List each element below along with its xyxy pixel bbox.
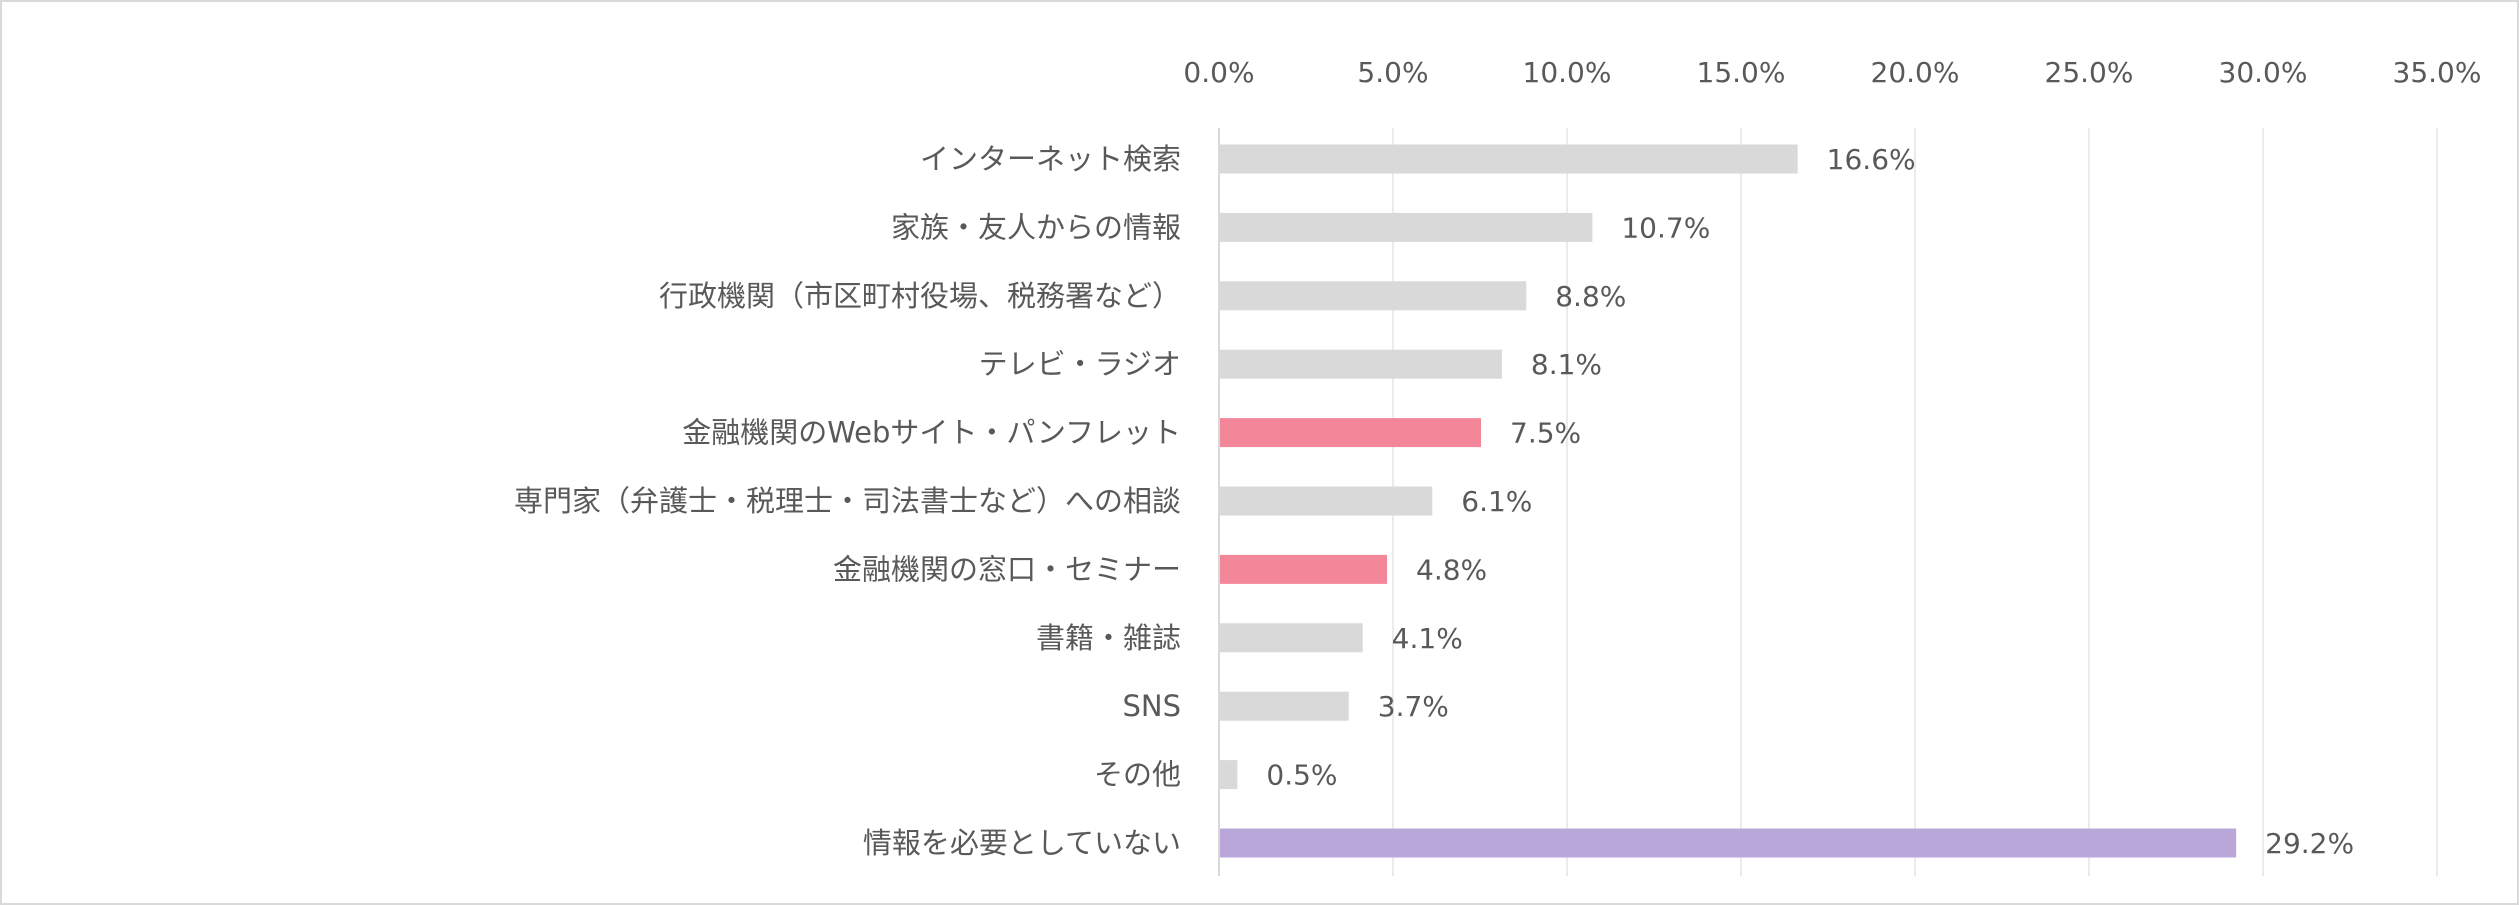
x-tick-label: 15.0%	[1697, 56, 1786, 89]
data-label: 16.6%	[1827, 143, 1916, 176]
bar	[1220, 691, 1349, 721]
data-label: 29.2%	[2265, 827, 2354, 860]
x-tick-label: 0.0%	[1183, 56, 1254, 89]
category-label: その他	[1094, 758, 1181, 792]
category-label: インターネット検索	[920, 142, 1181, 176]
category-label: 金融機関の窓口・セミナー	[833, 552, 1181, 586]
bar	[1220, 212, 1593, 242]
data-label: 4.8%	[1416, 553, 1487, 586]
x-tick-label: 25.0%	[2045, 56, 2134, 89]
x-tick-label: 5.0%	[1357, 56, 1428, 89]
x-tick-label: 35.0%	[2393, 56, 2482, 89]
bar	[1220, 623, 1363, 653]
data-label: 7.5%	[1510, 417, 1581, 450]
category-label: 書籍・雑誌	[1036, 621, 1181, 655]
data-label: 3.7%	[1378, 690, 1449, 723]
data-label: 8.1%	[1531, 348, 1602, 381]
category-label: 家族・友人からの情報	[891, 210, 1181, 244]
bar	[1220, 281, 1527, 311]
bar	[1220, 486, 1433, 516]
category-label: 金融機関のWebサイト・パンフレット	[682, 416, 1181, 450]
x-tick-label: 30.0%	[2219, 56, 2308, 89]
x-tick-label: 20.0%	[1871, 56, 1960, 89]
bar	[1220, 554, 1388, 584]
bar	[1220, 828, 2237, 858]
category-label: 情報を必要としていない	[863, 826, 1181, 860]
data-label: 0.5%	[1266, 759, 1337, 792]
data-label: 8.8%	[1555, 280, 1626, 313]
bar	[1220, 349, 1502, 379]
bar	[1220, 144, 1798, 174]
category-label: テレビ・ラジオ	[979, 347, 1181, 381]
data-label: 6.1%	[1461, 485, 1532, 518]
x-tick-label: 10.0%	[1523, 56, 1612, 89]
data-label: 10.7%	[1621, 211, 1710, 244]
bar	[1220, 418, 1481, 448]
data-label: 4.1%	[1392, 622, 1463, 655]
bar	[1220, 760, 1238, 790]
category-label: 行政機関（市区町村役場、税務署など）	[659, 279, 1181, 313]
category-label: 専門家（弁護士・税理士・司法書士など）への相談	[514, 484, 1181, 518]
category-label: SNS	[1122, 689, 1181, 723]
